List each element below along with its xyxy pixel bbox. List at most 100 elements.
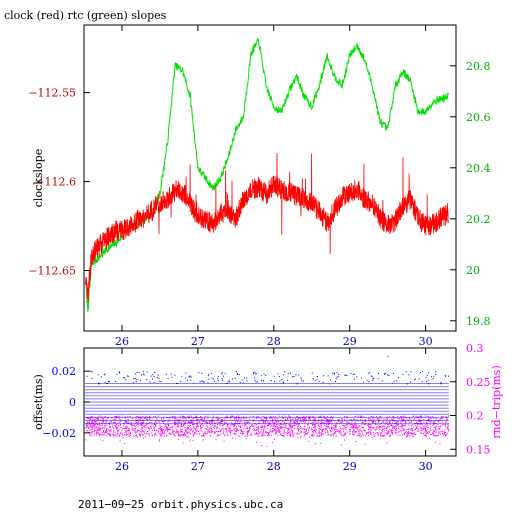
offset-point	[254, 371, 256, 373]
rndtrip-point	[429, 422, 431, 424]
rndtrip-point	[135, 431, 137, 433]
rndtrip-point	[177, 424, 179, 426]
rndtrip-point	[115, 434, 117, 436]
offset-point	[180, 381, 182, 383]
rndtrip-point	[392, 418, 394, 420]
rndtrip-point	[180, 431, 182, 433]
offset-point	[140, 374, 142, 376]
rndtrip-point	[303, 418, 305, 420]
offset-point	[254, 379, 256, 381]
rndtrip-point	[262, 432, 264, 434]
rndtrip-point	[188, 436, 190, 438]
rndtrip-point	[276, 421, 278, 423]
rndtrip-point	[269, 430, 271, 432]
rndtrip-point	[130, 435, 132, 436]
rndtrip-point	[346, 424, 348, 426]
rndtrip-point	[355, 426, 357, 428]
rndtrip-point	[234, 430, 236, 432]
rndtrip-point	[308, 429, 309, 431]
rndtrip-point	[135, 417, 137, 419]
rndtrip-point	[140, 422, 142, 424]
rndtrip-point	[441, 418, 443, 420]
rndtrip-point	[401, 427, 403, 429]
rndtrip-point	[415, 425, 416, 427]
rndtrip-point	[269, 429, 271, 431]
rndtrip-point	[214, 423, 216, 425]
rndtrip-point	[418, 428, 420, 430]
rndtrip-point	[196, 426, 198, 428]
rndtrip-point	[175, 432, 177, 434]
rndtrip-point	[296, 416, 298, 418]
rndtrip-point	[344, 418, 346, 420]
rndtrip-point	[139, 418, 140, 420]
rndtrip-point	[433, 431, 435, 433]
rndtrip-point	[195, 427, 197, 429]
rndtrip-point	[125, 430, 127, 432]
rndtrip-point	[174, 423, 176, 425]
offset-point	[413, 379, 415, 381]
rndtrip-point	[344, 428, 346, 430]
rndtrip-point	[274, 432, 276, 434]
rndtrip-point	[420, 422, 422, 424]
rndtrip-point	[158, 439, 160, 441]
rndtrip-point	[308, 417, 310, 419]
rndtrip-point	[241, 432, 243, 434]
rndtrip-point	[192, 435, 194, 437]
rndtrip-point	[103, 421, 105, 423]
rndtrip-point	[227, 428, 229, 430]
rndtrip-point	[420, 417, 422, 419]
rndtrip-point	[334, 426, 336, 428]
rndtrip-point	[144, 426, 146, 428]
rndtrip-point	[152, 435, 154, 437]
rndtrip-point	[345, 425, 347, 427]
rndtrip-point	[137, 416, 139, 417]
offset-point	[171, 376, 173, 378]
rndtrip-point	[194, 428, 196, 430]
rndtrip-point	[107, 432, 109, 434]
rndtrip-point	[300, 431, 302, 433]
rndtrip-point	[234, 424, 236, 426]
rndtrip-point	[179, 426, 181, 428]
rndtrip-point	[210, 432, 212, 434]
rndtrip-point	[221, 419, 222, 421]
rndtrip-point	[272, 425, 274, 427]
rndtrip-point	[109, 434, 111, 436]
offset-point	[156, 377, 158, 379]
rndtrip-point	[165, 425, 167, 427]
offset-point	[241, 379, 243, 381]
offset-point	[104, 381, 106, 383]
rndtrip-point	[255, 430, 257, 432]
rndtrip-point	[89, 419, 91, 421]
rndtrip-point	[178, 420, 180, 422]
rndtrip-point	[349, 429, 350, 430]
rndtrip-point	[285, 427, 287, 429]
rndtrip-point	[312, 422, 314, 423]
rndtrip-point	[401, 426, 403, 428]
rndtrip-point	[328, 422, 330, 424]
offset-point	[332, 372, 334, 374]
rndtrip-point	[186, 431, 188, 433]
rndtrip-point	[288, 427, 290, 429]
rndtrip-point	[404, 419, 406, 421]
rndtrip-point	[275, 424, 277, 426]
rndtrip-point	[203, 435, 204, 437]
rndtrip-point	[178, 432, 179, 434]
rndtrip-point	[118, 429, 120, 431]
rndtrip-point	[446, 426, 448, 428]
rndtrip-point	[235, 418, 237, 420]
rndtrip-point	[325, 418, 327, 420]
rndtrip-point	[432, 425, 434, 427]
rndtrip-point	[114, 425, 116, 427]
rndtrip-point	[205, 415, 207, 417]
offset-point	[444, 374, 446, 376]
rndtrip-point	[158, 427, 160, 429]
rndtrip-point	[210, 420, 212, 422]
rndtrip-point	[308, 441, 310, 443]
offset-point	[208, 378, 210, 380]
rndtrip-point	[270, 434, 272, 436]
rndtrip-point	[266, 424, 268, 426]
rndtrip-point	[234, 417, 236, 419]
rndtrip-point	[379, 437, 381, 439]
rndtrip-point	[360, 435, 362, 437]
rndtrip-point	[361, 423, 362, 425]
